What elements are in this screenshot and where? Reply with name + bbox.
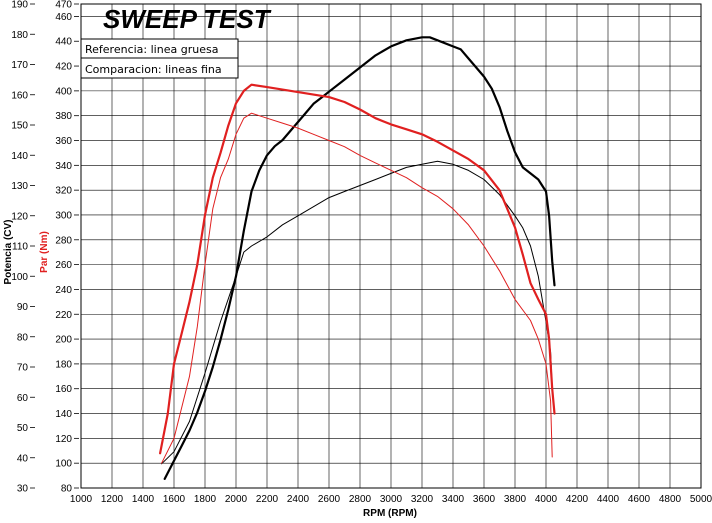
power-tick-label: 180 bbox=[11, 30, 28, 41]
torque-tick-label: 240 bbox=[55, 285, 72, 296]
x-tick-label: 2000 bbox=[225, 494, 248, 505]
torque-tick-label: 420 bbox=[55, 62, 72, 73]
x-tick-label: 3600 bbox=[473, 494, 496, 505]
torque-tick-label: 380 bbox=[55, 111, 72, 122]
power-curve-thick bbox=[163, 36, 556, 480]
power-tick-label: 40 bbox=[17, 453, 29, 464]
x-tick-label: 2400 bbox=[287, 494, 310, 505]
power-tick-label: 190 bbox=[11, 0, 28, 11]
chart-title: SWEEP TEST bbox=[103, 4, 272, 34]
legend-entry-reference: Referencia: linea gruesa bbox=[85, 43, 218, 56]
torque-curve-thin bbox=[161, 112, 553, 464]
torque-axis-label: Par (Nm) bbox=[39, 231, 50, 273]
x-tick-label: 2200 bbox=[256, 494, 279, 505]
curves bbox=[159, 36, 556, 480]
torque-tick-label: 440 bbox=[55, 37, 72, 48]
x-tick-label: 3200 bbox=[411, 494, 434, 505]
power-tick-label: 30 bbox=[17, 484, 29, 495]
torque-axis-ticks: 80 100 120 140 160 180 200 220 240 260 280 300 320 34… bbox=[55, 0, 79, 495]
torque-tick-label: 320 bbox=[55, 186, 72, 197]
x-tick-label: 4200 bbox=[566, 494, 589, 505]
power-curve-thin bbox=[161, 160, 553, 465]
x-axis-ticks: 1000 1200 1400 1600 1800 2000 2200 2400 2600 2800… bbox=[70, 494, 712, 505]
torque-tick-label: 340 bbox=[55, 161, 72, 172]
x-tick-label: 5000 bbox=[690, 494, 712, 505]
power-tick-label: 150 bbox=[11, 121, 28, 132]
power-tick-label: 80 bbox=[17, 332, 29, 343]
plot-grid bbox=[80, 3, 702, 489]
power-tick-label: 140 bbox=[11, 151, 28, 162]
power-tick-label: 110 bbox=[12, 242, 28, 253]
power-axis-label: Potencia (CV) bbox=[3, 219, 14, 284]
legend-entry-comparison: Comparacion: lineas fina bbox=[85, 63, 222, 76]
x-tick-label: 3800 bbox=[504, 494, 527, 505]
power-tick-label: 170 bbox=[11, 60, 28, 71]
torque-tick-label: 100 bbox=[55, 459, 72, 470]
x-tick-label: 4600 bbox=[628, 494, 651, 505]
torque-tick-label: 120 bbox=[55, 434, 72, 445]
x-tick-label: 3000 bbox=[380, 494, 403, 505]
torque-tick-label: 280 bbox=[55, 235, 72, 246]
torque-tick-label: 140 bbox=[55, 409, 72, 420]
x-tick-label: 3400 bbox=[442, 494, 465, 505]
x-tick-label: 1000 bbox=[70, 494, 93, 505]
power-tick-label: 90 bbox=[17, 302, 29, 313]
power-tick-label: 130 bbox=[11, 181, 28, 192]
x-axis-label: RPM (RPM) bbox=[363, 508, 417, 519]
power-tick-label: 120 bbox=[11, 211, 28, 222]
torque-tick-label: 180 bbox=[55, 359, 72, 370]
torque-tick-label: 470 bbox=[55, 0, 72, 11]
x-tick-label: 1800 bbox=[194, 494, 217, 505]
x-tick-label: 4400 bbox=[597, 494, 620, 505]
power-tick-label: 60 bbox=[17, 393, 29, 404]
torque-tick-label: 160 bbox=[55, 384, 72, 395]
legend-box: Referencia: linea gruesa Comparacion: li… bbox=[80, 38, 239, 79]
torque-tick-label: 460 bbox=[55, 12, 72, 23]
torque-tick-label: 400 bbox=[55, 86, 72, 97]
x-tick-label: 4800 bbox=[659, 494, 682, 505]
power-axis-ticks: 30 40 50 60 70 80 90 100 110 120 130 140 150 160 170 18… bbox=[11, 0, 35, 495]
x-tick-label: 1600 bbox=[163, 494, 186, 505]
power-tick-label: 70 bbox=[17, 363, 29, 374]
power-tick-label: 50 bbox=[17, 423, 29, 434]
x-tick-label: 2800 bbox=[349, 494, 372, 505]
x-tick-label: 1200 bbox=[101, 494, 124, 505]
x-tick-label: 4000 bbox=[535, 494, 558, 505]
torque-tick-label: 80 bbox=[61, 484, 73, 495]
x-tick-label: 2600 bbox=[318, 494, 341, 505]
torque-tick-label: 200 bbox=[55, 335, 72, 346]
torque-tick-label: 260 bbox=[55, 260, 72, 271]
power-tick-label: 100 bbox=[11, 272, 28, 283]
torque-tick-label: 220 bbox=[55, 310, 72, 321]
torque-tick-label: 360 bbox=[55, 136, 72, 147]
x-tick-label: 1400 bbox=[132, 494, 155, 505]
torque-tick-label: 300 bbox=[55, 210, 72, 221]
plot-frame bbox=[80, 3, 702, 489]
power-tick-label: 160 bbox=[11, 90, 28, 101]
torque-curve-thick bbox=[159, 83, 556, 455]
